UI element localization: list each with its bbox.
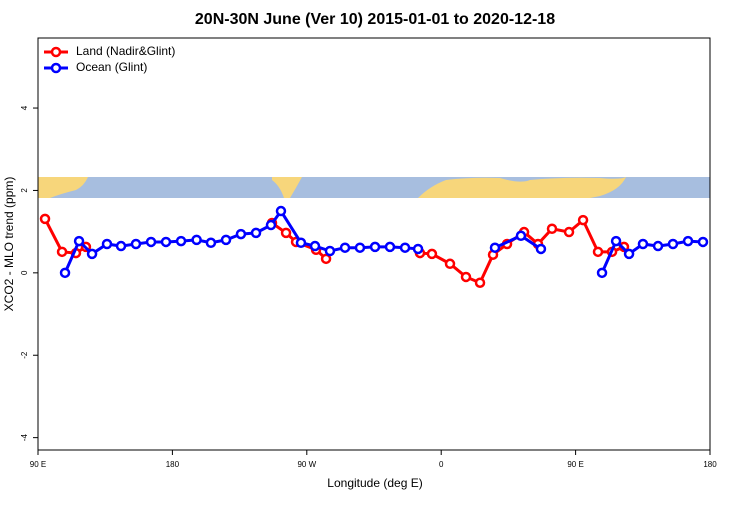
data-point: [592, 246, 604, 258]
data-point: [577, 214, 589, 226]
data-point: [426, 248, 438, 260]
data-point: [86, 248, 98, 260]
x-tick-label: 90 E: [567, 460, 583, 469]
data-point: [324, 245, 336, 257]
y-tick-label: 4: [20, 105, 29, 110]
data-point: [275, 205, 287, 217]
data-point: [101, 238, 113, 250]
data-point: [697, 236, 709, 248]
data-point: [175, 235, 187, 247]
x-tick-label: 180: [166, 460, 180, 469]
data-point: [220, 234, 232, 246]
y-axis-label: XCO2 - MLO trend (ppm): [2, 177, 16, 312]
x-tick-label: 0: [439, 460, 444, 469]
data-point: [205, 237, 217, 249]
data-point: [73, 235, 85, 247]
data-point: [339, 242, 351, 253]
x-axis-label: Longitude (deg E): [327, 476, 422, 490]
data-point: [399, 242, 411, 253]
data-point: [623, 248, 635, 260]
data-point: [460, 271, 472, 283]
data-point: [546, 223, 558, 235]
data-point: [59, 267, 71, 279]
y-tick-label: 2: [20, 188, 29, 193]
data-point: [384, 241, 396, 253]
data-point: [667, 238, 679, 250]
legend-marker: [50, 46, 62, 58]
data-point: [295, 237, 307, 249]
data-point: [637, 238, 649, 250]
x-tick-label: 90 E: [30, 460, 46, 469]
data-point: [250, 227, 262, 239]
data-point: [354, 242, 366, 253]
data-point: [369, 241, 381, 253]
data-point: [191, 234, 202, 246]
plot-frame: [37, 37, 711, 451]
data-point: [235, 228, 247, 240]
data-point: [309, 240, 321, 252]
data-point: [682, 235, 694, 247]
x-tick-label: 90 W: [297, 460, 316, 469]
data-point: [115, 240, 127, 252]
data-point: [265, 219, 277, 231]
data-point: [515, 230, 527, 242]
y-tick-label: -2: [20, 351, 29, 359]
map-strip: [38, 177, 710, 198]
data-point: [280, 227, 292, 239]
legend-marker: [50, 62, 62, 74]
data-point: [39, 213, 51, 225]
series-line: [63, 208, 704, 274]
y-tick-label: -4: [20, 434, 29, 442]
x-tick-label: 180: [703, 460, 717, 469]
data-point: [535, 243, 547, 255]
data-point: [610, 235, 622, 247]
data-point: [474, 277, 486, 288]
data-point: [489, 242, 501, 253]
chart-title: 20N-30N June (Ver 10) 2015-01-01 to 2020…: [195, 11, 555, 28]
data-point: [652, 240, 664, 252]
y-tick-label: 0: [20, 270, 29, 275]
data-point: [160, 236, 172, 248]
data-point: [145, 236, 157, 248]
legend-label: Ocean (Glint): [76, 60, 147, 74]
data-point: [444, 258, 456, 270]
data-point: [320, 253, 332, 265]
data-point: [563, 226, 575, 238]
data-point: [596, 267, 608, 279]
legend-label: Land (Nadir&Glint): [76, 44, 175, 58]
data-point: [412, 243, 424, 255]
data-point: [130, 238, 142, 250]
data-point: [56, 246, 68, 258]
